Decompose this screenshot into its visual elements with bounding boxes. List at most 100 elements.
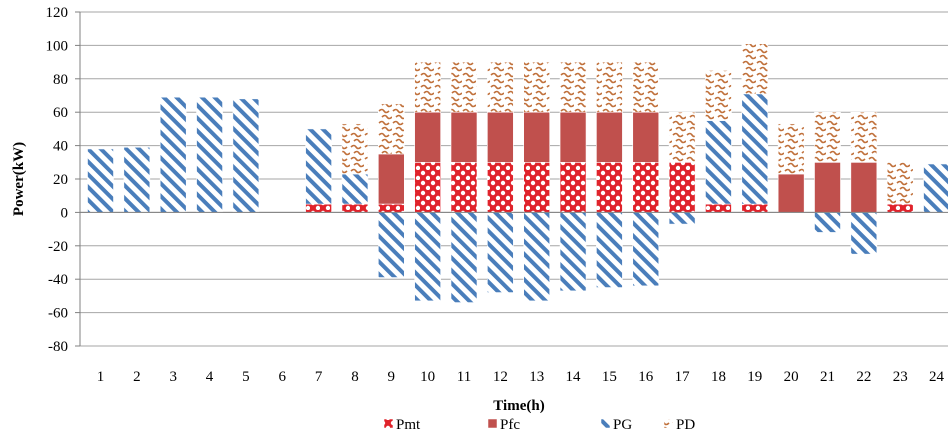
bar-pmt-16 bbox=[632, 162, 660, 213]
legend-label: Pmt bbox=[396, 417, 421, 433]
bar-pg-22 bbox=[850, 212, 878, 255]
bar-pd-15 bbox=[596, 61, 623, 113]
bar-pg-8 bbox=[341, 173, 369, 205]
bar-pg-11 bbox=[450, 212, 478, 303]
y-tick-label: 40 bbox=[53, 139, 68, 155]
bar-pd-17 bbox=[668, 111, 696, 163]
x-tick-label: 24 bbox=[929, 369, 945, 385]
bar-pmt-7 bbox=[305, 203, 332, 213]
bar-pg-21 bbox=[814, 212, 841, 233]
bar-pd-12 bbox=[487, 61, 514, 113]
x-tick-label: 6 bbox=[279, 369, 287, 385]
legend-swatch bbox=[663, 418, 674, 429]
bar-pd-9 bbox=[377, 103, 405, 155]
bar-pfc-13 bbox=[523, 111, 551, 163]
x-tick-label: 12 bbox=[493, 369, 508, 385]
bar-pd-8 bbox=[341, 123, 369, 175]
y-tick-label: -40 bbox=[48, 272, 68, 288]
bar-pfc-11 bbox=[450, 111, 478, 163]
bar-pmt-18 bbox=[705, 203, 732, 213]
x-tick-label: 17 bbox=[675, 369, 691, 385]
bar-pmt-23 bbox=[886, 203, 914, 213]
y-tick-label: 60 bbox=[53, 105, 68, 121]
x-tick-label: 11 bbox=[457, 369, 471, 385]
bar-pg-14 bbox=[559, 212, 587, 292]
x-tick-label: 21 bbox=[820, 369, 835, 385]
bar-pg-5 bbox=[232, 98, 260, 213]
x-tick-label: 1 bbox=[97, 369, 105, 385]
y-tick-label: -60 bbox=[48, 306, 68, 322]
legend-label: Pfc bbox=[500, 417, 520, 433]
bar-pg-10 bbox=[414, 212, 441, 302]
bar-pfc-21 bbox=[814, 162, 841, 213]
bar-pfc-10 bbox=[414, 111, 441, 163]
bar-pd-22 bbox=[850, 111, 878, 163]
legend-item-pd: PD bbox=[663, 417, 695, 433]
bar-pd-14 bbox=[559, 61, 587, 113]
x-tick-label: 5 bbox=[242, 369, 250, 385]
x-tick-label: 22 bbox=[856, 369, 871, 385]
bar-pfc-14 bbox=[559, 111, 587, 163]
legend-swatch bbox=[383, 418, 394, 429]
bar-pg-18 bbox=[705, 120, 732, 205]
y-tick-label: 100 bbox=[46, 38, 69, 54]
x-tick-label: 14 bbox=[566, 369, 582, 385]
bar-pd-20 bbox=[777, 123, 805, 175]
bar-pmt-19 bbox=[741, 203, 769, 213]
bar-pfc-15 bbox=[596, 111, 623, 163]
bar-pg-7 bbox=[305, 128, 332, 205]
bar-pd-21 bbox=[814, 111, 841, 163]
y-tick-label: -20 bbox=[48, 239, 68, 255]
bar-pd-23 bbox=[886, 162, 914, 205]
y-tick-label: 0 bbox=[61, 205, 69, 221]
bar-pfc-16 bbox=[632, 111, 660, 163]
legend-item-pg: PG bbox=[600, 417, 632, 433]
bar-pd-18 bbox=[705, 70, 732, 121]
bar-pmt-14 bbox=[559, 162, 587, 213]
bar-pmt-12 bbox=[487, 162, 514, 213]
x-tick-label: 18 bbox=[711, 369, 726, 385]
bar-pg-1 bbox=[87, 148, 114, 213]
bar-pd-11 bbox=[450, 61, 478, 113]
bar-pg-15 bbox=[596, 212, 623, 288]
legend-label: PD bbox=[676, 417, 695, 433]
bar-pmt-15 bbox=[596, 162, 623, 213]
legend-item-pmt: Pmt bbox=[383, 417, 421, 433]
bar-pg-4 bbox=[196, 96, 223, 213]
y-tick-label: 120 bbox=[46, 5, 69, 21]
legend-item-pfc: Pfc bbox=[487, 417, 520, 433]
legend-label: PG bbox=[613, 417, 632, 433]
x-tick-label: 16 bbox=[638, 369, 654, 385]
bar-pg-3 bbox=[159, 96, 187, 213]
bar-pd-10 bbox=[414, 61, 441, 113]
bar-pg-19 bbox=[741, 93, 769, 205]
y-tick-label: 80 bbox=[53, 72, 68, 88]
x-tick-label: 2 bbox=[133, 369, 141, 385]
x-tick-label: 9 bbox=[388, 369, 396, 385]
bar-pg-17 bbox=[668, 212, 696, 225]
legend-swatch bbox=[487, 418, 498, 429]
bar-pfc-12 bbox=[487, 111, 514, 163]
bar-pmt-10 bbox=[414, 162, 441, 213]
bar-pd-19 bbox=[741, 43, 769, 95]
x-tick-label: 4 bbox=[206, 369, 214, 385]
legend-swatch bbox=[600, 418, 611, 429]
x-tick-label: 20 bbox=[784, 369, 799, 385]
bar-pg-9 bbox=[377, 212, 405, 278]
bar-pg-13 bbox=[523, 212, 551, 302]
x-axis-title: Time(h) bbox=[493, 398, 544, 414]
bar-pmt-9 bbox=[377, 203, 405, 213]
x-tick-label: 23 bbox=[893, 369, 908, 385]
bar-pmt-13 bbox=[523, 162, 551, 213]
y-axis-title: Power(kW) bbox=[11, 142, 27, 216]
y-tick-label: 20 bbox=[53, 172, 68, 188]
bar-pfc-9 bbox=[377, 153, 405, 205]
bar-pg-24 bbox=[923, 163, 948, 213]
x-tick-label: 10 bbox=[420, 369, 435, 385]
bars bbox=[87, 43, 948, 303]
bar-pg-12 bbox=[487, 212, 514, 293]
bar-pd-13 bbox=[523, 61, 551, 113]
x-tick-label: 3 bbox=[169, 369, 177, 385]
